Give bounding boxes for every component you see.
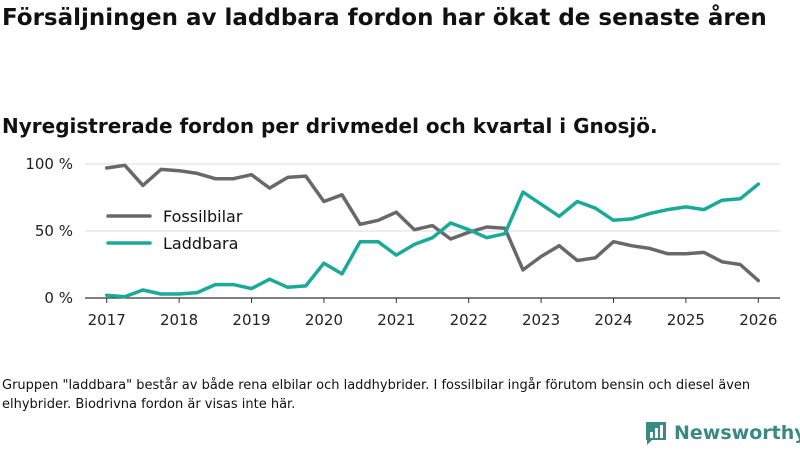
newsworthy-logo[interactable]: Newsworthy bbox=[644, 419, 800, 447]
chart-title: Försäljningen av laddbara fordon har öka… bbox=[2, 5, 767, 31]
legend-item-fossilbilar[interactable]: Fossilbilar bbox=[106, 207, 243, 226]
legend-label: Fossilbilar bbox=[163, 207, 243, 226]
legend[interactable]: Fossilbilar Laddbara bbox=[106, 207, 243, 253]
line-chart: 0 % 50 % 100 % 2017 2018 2019 2020 2021 2022 202… bbox=[25, 155, 780, 329]
x-tick-label: 2026 bbox=[739, 311, 777, 329]
x-tick-label: 2025 bbox=[667, 311, 705, 329]
series-line-laddbara bbox=[104, 182, 761, 299]
chart-subtitle: Nyregistrerade fordon per drivmedel och … bbox=[2, 114, 658, 138]
x-tick-label: 2020 bbox=[305, 311, 343, 329]
x-tick-label: 2019 bbox=[232, 311, 270, 329]
y-tick-label: 50 % bbox=[35, 222, 73, 240]
logo-text: Newsworthy bbox=[674, 422, 800, 444]
footnote: Gruppen "laddbara" består av både rena e… bbox=[2, 378, 751, 412]
bar-chart-logo-icon bbox=[646, 422, 666, 445]
x-tick-label: 2021 bbox=[377, 311, 415, 329]
x-tick-label: 2022 bbox=[450, 311, 488, 329]
y-tick-label: 100 % bbox=[25, 155, 73, 173]
series-lines bbox=[104, 163, 761, 299]
x-tick-label: 2023 bbox=[522, 311, 560, 329]
x-axis: 2017 2018 2019 2020 2021 2022 2023 2024 2025 2026 bbox=[88, 298, 777, 329]
x-tick-label: 2024 bbox=[594, 311, 632, 329]
legend-label: Laddbara bbox=[163, 234, 238, 253]
y-tick-label: 0 % bbox=[44, 289, 73, 307]
series-line-fossilbilar bbox=[104, 163, 761, 283]
legend-item-laddbara[interactable]: Laddbara bbox=[106, 234, 238, 253]
gridlines bbox=[85, 163, 780, 299]
x-tick-label: 2018 bbox=[160, 311, 198, 329]
y-axis: 0 % 50 % 100 % bbox=[25, 155, 73, 307]
x-tick-label: 2017 bbox=[88, 311, 126, 329]
